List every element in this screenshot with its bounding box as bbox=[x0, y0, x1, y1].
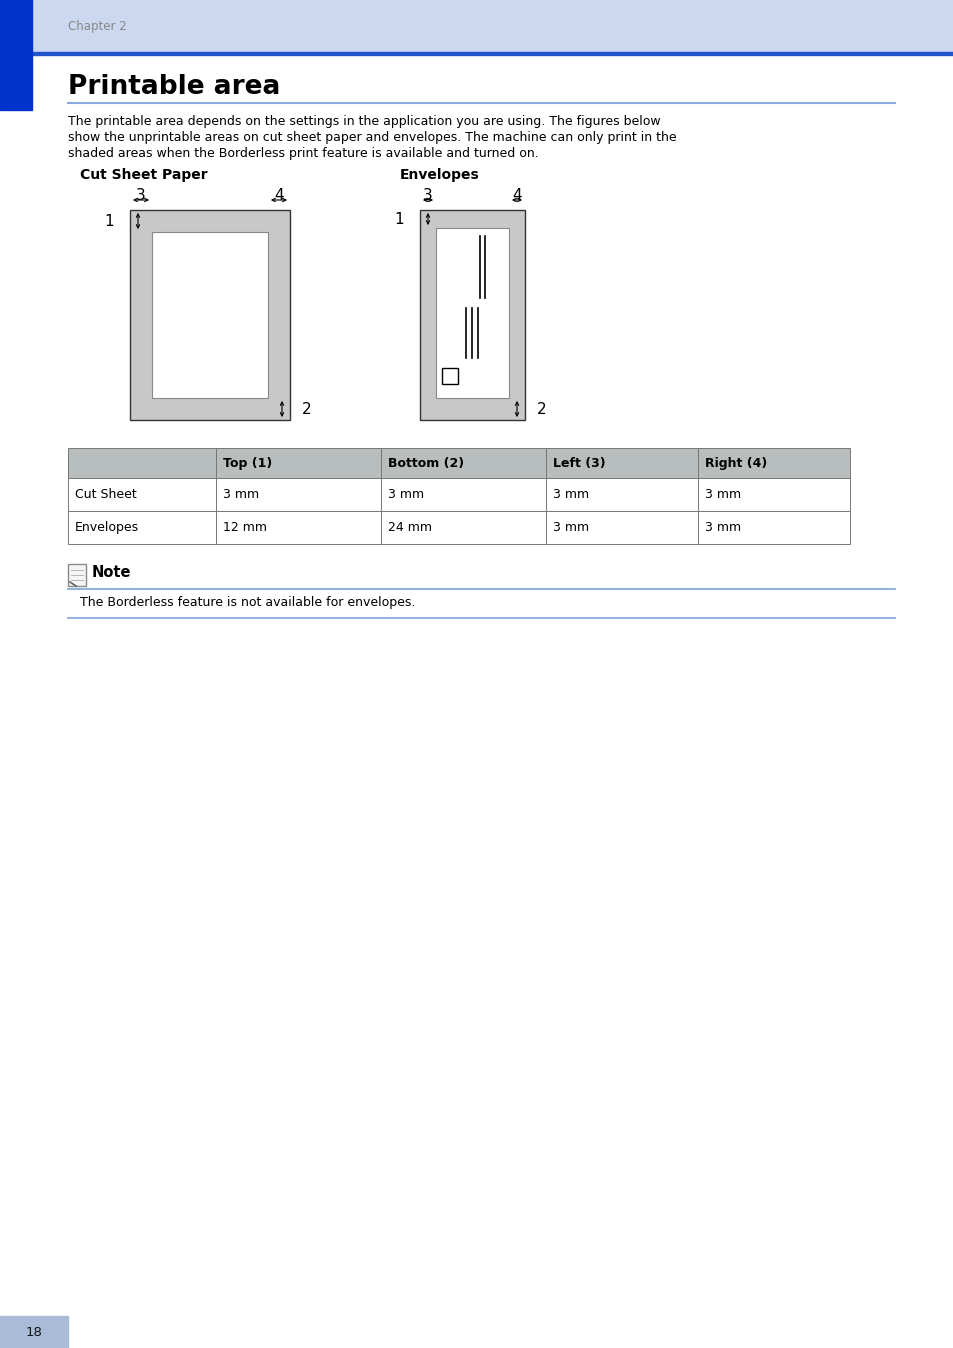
Text: Top (1): Top (1) bbox=[223, 457, 272, 469]
Bar bbox=[380, 448, 545, 479]
Text: 3 mm: 3 mm bbox=[553, 520, 589, 534]
Text: 3: 3 bbox=[423, 187, 433, 204]
Text: 3: 3 bbox=[136, 187, 146, 204]
Text: The printable area depends on the settings in the application you are using. The: The printable area depends on the settin… bbox=[68, 115, 659, 128]
Text: 3 mm: 3 mm bbox=[704, 488, 740, 501]
Text: 24 mm: 24 mm bbox=[388, 520, 432, 534]
Text: 3 mm: 3 mm bbox=[553, 488, 589, 501]
Text: 12 mm: 12 mm bbox=[223, 520, 267, 534]
Text: 3 mm: 3 mm bbox=[388, 488, 424, 501]
Text: Chapter 2: Chapter 2 bbox=[68, 20, 127, 32]
Text: 4: 4 bbox=[274, 187, 283, 204]
Text: Printable area: Printable area bbox=[68, 74, 280, 100]
Bar bbox=[68, 479, 215, 511]
Text: Cut Sheet: Cut Sheet bbox=[75, 488, 136, 501]
Bar bbox=[68, 448, 215, 479]
Bar bbox=[68, 511, 215, 545]
Text: Note: Note bbox=[91, 565, 132, 580]
Bar bbox=[545, 479, 698, 511]
Text: 1: 1 bbox=[104, 213, 113, 229]
Bar bbox=[436, 228, 509, 398]
Bar bbox=[0, 1316, 68, 1348]
Text: Envelopes: Envelopes bbox=[75, 520, 139, 534]
Bar bbox=[698, 448, 849, 479]
Text: Right (4): Right (4) bbox=[704, 457, 766, 469]
Bar bbox=[68, 563, 86, 586]
Bar bbox=[0, 53, 953, 55]
Text: Left (3): Left (3) bbox=[553, 457, 605, 469]
Text: shaded areas when the Borderless print feature is available and turned on.: shaded areas when the Borderless print f… bbox=[68, 147, 538, 160]
Bar bbox=[215, 479, 380, 511]
Bar bbox=[698, 511, 849, 545]
Bar bbox=[380, 511, 545, 545]
Bar bbox=[130, 210, 290, 421]
Bar bbox=[419, 210, 524, 421]
Bar bbox=[152, 232, 268, 398]
Bar bbox=[0, 0, 32, 111]
Bar bbox=[545, 511, 698, 545]
Bar bbox=[441, 368, 457, 384]
Bar bbox=[215, 448, 380, 479]
Bar bbox=[0, 0, 953, 53]
Bar bbox=[698, 479, 849, 511]
Text: 3 mm: 3 mm bbox=[704, 520, 740, 534]
Text: Envelopes: Envelopes bbox=[399, 168, 479, 182]
Text: 18: 18 bbox=[26, 1325, 42, 1339]
Text: 3 mm: 3 mm bbox=[223, 488, 259, 501]
Text: show the unprintable areas on cut sheet paper and envelopes. The machine can onl: show the unprintable areas on cut sheet … bbox=[68, 131, 676, 144]
Text: 2: 2 bbox=[302, 402, 312, 417]
Bar bbox=[215, 511, 380, 545]
Bar bbox=[380, 479, 545, 511]
Text: Bottom (2): Bottom (2) bbox=[388, 457, 464, 469]
Text: 4: 4 bbox=[512, 187, 521, 204]
Bar bbox=[545, 448, 698, 479]
Text: The Borderless feature is not available for envelopes.: The Borderless feature is not available … bbox=[80, 596, 415, 609]
Text: 2: 2 bbox=[537, 402, 546, 417]
Text: 1: 1 bbox=[394, 212, 403, 226]
Text: Cut Sheet Paper: Cut Sheet Paper bbox=[80, 168, 208, 182]
